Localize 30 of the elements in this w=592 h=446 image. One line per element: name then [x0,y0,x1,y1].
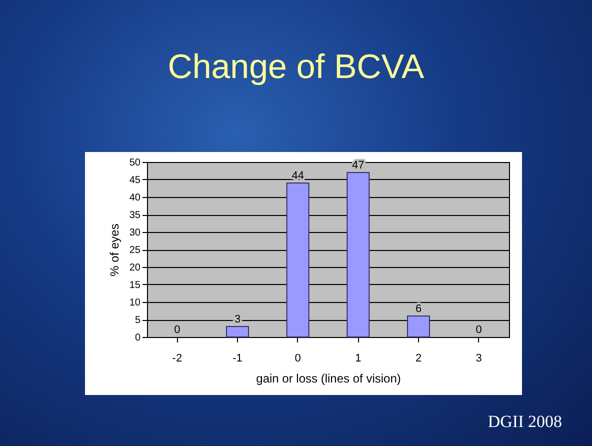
y-tick-label: 10 [129,298,141,308]
y-tick-label: 35 [129,210,141,221]
y-tick-label: 25 [129,245,141,256]
y-tick-label: 20 [129,262,141,274]
x-tick-label: 3 [476,352,482,364]
y-tick-label: 5 [134,315,141,326]
x-tick-label: -2 [172,352,182,364]
y-tick-label: 40 [129,192,141,204]
data-label: 44 [292,170,304,182]
chart-title: Change of BCVA [166,48,426,87]
bar [226,326,249,338]
x-tick-label: 2 [415,352,422,364]
x-tick-label: 0 [294,352,301,364]
bar [286,182,310,338]
text: DGII 2008 [488,412,562,432]
y-tick-label: 45 [129,175,141,186]
y-tick-label: 30 [129,228,141,238]
x-tick-label: -1 [232,352,242,364]
data-label: 0 [476,324,482,336]
y-tick-label: 0 [134,332,141,344]
y-tick-label: 50 [129,158,141,168]
y-axis-title: % of eyes [107,224,122,276]
bar [407,316,430,338]
bar [346,172,370,338]
data-label: 47 [352,160,364,172]
y-tick-label: 15 [129,280,141,291]
data-label: 6 [415,303,422,315]
data-label: 0 [174,324,180,336]
x-axis-title: gain or loss (lines of vision) [256,372,401,386]
x-tick-label: 1 [355,352,362,364]
